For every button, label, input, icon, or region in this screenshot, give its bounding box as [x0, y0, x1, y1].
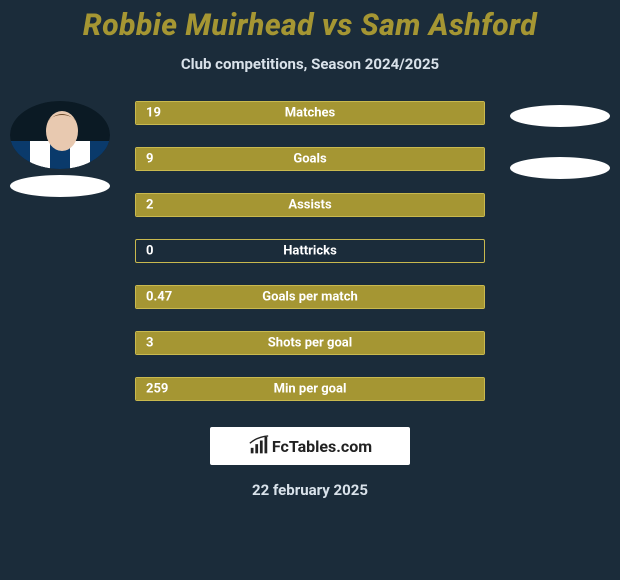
player2-name: Sam Ashford — [361, 8, 537, 43]
stat-row: 2 Assists — [135, 193, 485, 217]
stat-row: 0.47 Goals per match — [135, 285, 485, 309]
stat-row: 19 Matches — [135, 101, 485, 125]
player2-flag-pill-1 — [510, 105, 610, 127]
stat-value-left: 9 — [146, 152, 153, 167]
stat-value-left: 2 — [146, 198, 153, 213]
stats-table: 19 Matches 9 Goals 2 Assists 0 Hattricks 0.47 Goa… — [135, 101, 485, 401]
content-area: 19 Matches 9 Goals 2 Assists 0 Hattricks 0.47 Goa… — [0, 101, 620, 401]
stat-row: 9 Goals — [135, 147, 485, 171]
stat-label: Hattricks — [283, 244, 337, 259]
logo-box: FcTables.com — [210, 427, 410, 465]
logo-text: FcTables.com — [272, 437, 372, 456]
barchart-icon — [248, 435, 270, 457]
stat-value-left: 0 — [146, 244, 153, 259]
vs-text: vs — [322, 8, 353, 43]
player1-avatar — [10, 101, 110, 169]
stat-label: Assists — [288, 198, 331, 213]
stat-label: Matches — [285, 106, 336, 121]
player1-flag-pill — [10, 175, 110, 197]
player2-flag-pill-2 — [510, 157, 610, 179]
stat-row: 259 Min per goal — [135, 377, 485, 401]
stat-row: 3 Shots per goal — [135, 331, 485, 355]
player1-avatar-svg — [10, 101, 110, 169]
comparison-title: Robbie Muirhead vs Sam Ashford — [0, 0, 620, 43]
stat-label: Shots per goal — [268, 336, 352, 351]
stat-row: 0 Hattricks — [135, 239, 485, 263]
stat-label: Goals — [293, 152, 326, 167]
stat-value-left: 3 — [146, 336, 153, 351]
stat-label: Min per goal — [274, 382, 347, 397]
player2-column — [505, 101, 615, 179]
date-text: 22 february 2025 — [0, 481, 620, 499]
subtitle: Club competitions, Season 2024/2025 — [0, 55, 620, 73]
stat-label: Goals per match — [262, 290, 358, 305]
player1-name: Robbie Muirhead — [83, 8, 314, 43]
stat-value-left: 259 — [146, 382, 168, 397]
player1-column — [5, 101, 115, 197]
stat-value-left: 19 — [146, 106, 161, 121]
stat-value-left: 0.47 — [146, 290, 172, 305]
